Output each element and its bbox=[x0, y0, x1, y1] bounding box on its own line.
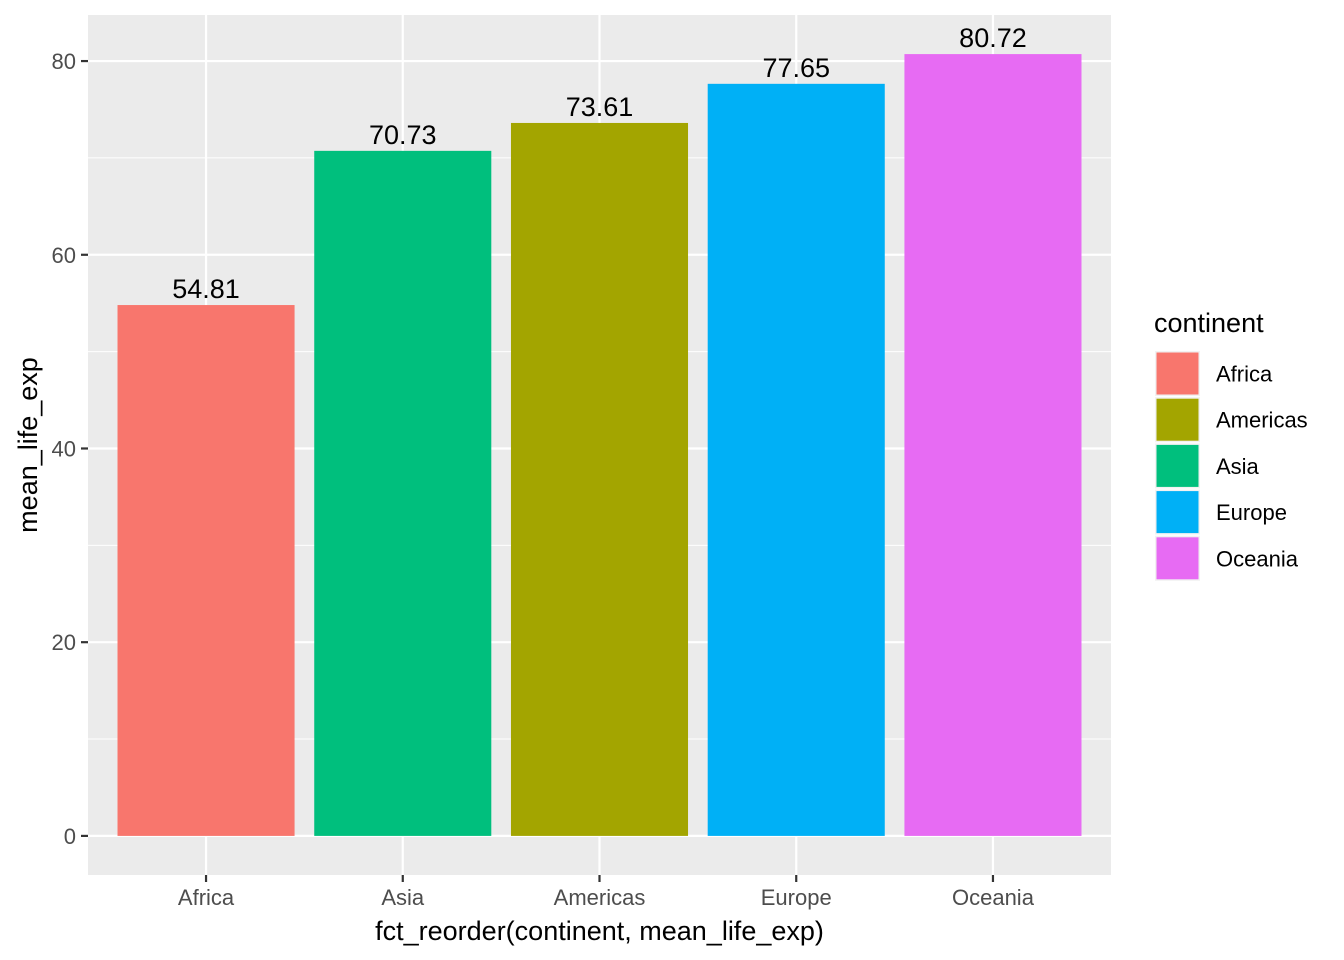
legend-swatch-europe bbox=[1156, 491, 1199, 534]
y-tick-label: 20 bbox=[52, 630, 76, 655]
legend-swatch-oceania bbox=[1156, 537, 1199, 580]
y-tick-label: 40 bbox=[52, 436, 76, 461]
legend-label: Asia bbox=[1216, 454, 1260, 479]
x-axis: Africa Asia Americas Europe Oceania bbox=[178, 875, 1035, 910]
bar-europe bbox=[707, 83, 885, 836]
x-tick-label: Europe bbox=[761, 885, 832, 910]
x-tick-label: Africa bbox=[178, 885, 235, 910]
legend-swatch-africa bbox=[1156, 352, 1199, 395]
legend-title: continent bbox=[1154, 308, 1264, 338]
bar-africa bbox=[117, 305, 295, 836]
x-tick-label: Americas bbox=[554, 885, 646, 910]
legend-swatch-americas bbox=[1156, 398, 1199, 441]
legend: continent Africa Americas Asia Europe Oceani… bbox=[1154, 308, 1308, 581]
y-tick-label: 80 bbox=[52, 49, 76, 74]
bars bbox=[117, 54, 1082, 836]
bar-value-label: 77.65 bbox=[762, 53, 830, 83]
x-tick-label: Oceania bbox=[952, 885, 1035, 910]
bar-value-label: 70.73 bbox=[369, 120, 437, 150]
bar-oceania bbox=[904, 54, 1082, 836]
y-tick-label: 0 bbox=[64, 824, 76, 849]
legend-label: Oceania bbox=[1216, 546, 1299, 571]
bar-asia bbox=[314, 150, 492, 836]
x-tick-label: Asia bbox=[381, 885, 425, 910]
bar-value-labels: 54.81 70.73 73.61 77.65 80.72 bbox=[172, 23, 1027, 304]
x-axis-title: fct_reorder(continent, mean_life_exp) bbox=[375, 916, 824, 946]
y-axis-title: mean_life_exp bbox=[13, 357, 43, 533]
legend-label: Europe bbox=[1216, 500, 1287, 525]
legend-items: Africa Americas Asia Europe Oceania bbox=[1155, 351, 1308, 581]
bar-value-label: 80.72 bbox=[959, 23, 1027, 53]
legend-swatch-asia bbox=[1156, 444, 1199, 487]
bar-value-label: 73.61 bbox=[566, 92, 634, 122]
legend-label: Africa bbox=[1216, 362, 1273, 387]
bar-value-label: 54.81 bbox=[172, 274, 240, 304]
y-tick-label: 60 bbox=[52, 243, 76, 268]
y-axis: 0 20 40 60 80 bbox=[52, 49, 88, 849]
bar-americas bbox=[510, 122, 689, 836]
legend-label: Americas bbox=[1216, 408, 1308, 433]
